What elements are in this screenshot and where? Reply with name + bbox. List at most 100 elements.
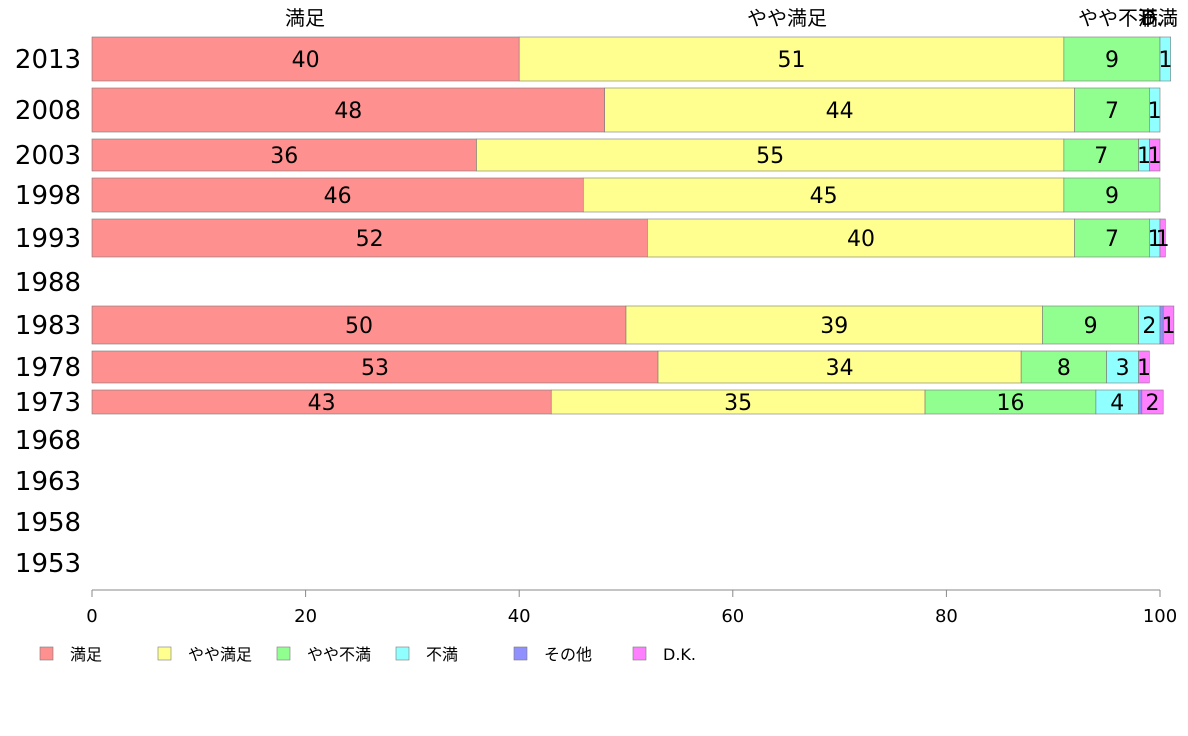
x-tick-label: 40: [508, 606, 531, 627]
data-label: 34: [826, 356, 854, 381]
data-label: 7: [1094, 144, 1108, 169]
bar-segment: [1138, 389, 1143, 415]
data-label: 9: [1105, 184, 1119, 209]
bar-segment: [91, 87, 605, 133]
column-header: 満足: [285, 6, 325, 30]
data-label: 9: [1084, 314, 1098, 339]
bar-segment: [1063, 138, 1139, 172]
category-label: 1983: [15, 311, 81, 341]
legend-label: その他: [544, 645, 592, 664]
bar-segment: [1138, 350, 1150, 384]
data-label: 8: [1057, 356, 1071, 381]
bar-segment: [625, 305, 1043, 345]
legend-swatch: [157, 646, 172, 661]
data-label: 40: [847, 227, 875, 252]
bar-segment: [1042, 305, 1139, 345]
bar-segment: [91, 305, 627, 345]
bar-segment: [1106, 350, 1139, 384]
x-tick-label: 0: [86, 606, 97, 627]
bar-segment: [657, 350, 1022, 384]
x-tick-label: 60: [721, 606, 744, 627]
data-label: 50: [345, 314, 373, 339]
column-header: やや不満: [1078, 6, 1158, 30]
data-label: 4: [1110, 391, 1124, 416]
bar-segment: [1162, 305, 1175, 345]
category-label: 1958: [15, 508, 81, 538]
data-label: 1: [1148, 99, 1162, 124]
category-label: 1998: [15, 181, 81, 211]
data-label: 46: [324, 184, 352, 209]
data-label: 1: [1137, 356, 1151, 381]
legend-swatch: [395, 646, 410, 661]
data-label: 1: [1148, 144, 1162, 169]
legend-label: 満足: [70, 645, 102, 664]
bar-segment: [1020, 350, 1107, 384]
data-label: 1: [1156, 227, 1170, 252]
data-label: 45: [810, 184, 838, 209]
legend-swatch: [39, 646, 54, 661]
legend-label: D.K.: [663, 645, 696, 664]
legend-swatch: [632, 646, 647, 661]
bar-segment: [1159, 218, 1166, 258]
data-label: 1: [1137, 144, 1151, 169]
data-label: 1: [1158, 48, 1172, 73]
x-tick-label: 80: [935, 606, 958, 627]
data-label: 48: [334, 99, 362, 124]
bar-segment: [1149, 87, 1161, 133]
bar-segment: [582, 177, 1065, 213]
data-label: 7: [1105, 227, 1119, 252]
category-label: 1968: [15, 426, 81, 456]
bar-segment: [1063, 177, 1161, 213]
category-label: 2013: [15, 45, 81, 75]
data-label: 36: [270, 144, 298, 169]
bar-segment: [1149, 138, 1161, 172]
category-label: 1963: [15, 467, 81, 497]
bar-segment: [1095, 389, 1139, 415]
legend-label: 不満: [426, 645, 458, 664]
bar-segment: [91, 350, 659, 384]
bar-segment: [1074, 218, 1150, 258]
x-tick-label: 100: [1143, 606, 1177, 627]
column-header: やや満足: [747, 6, 827, 30]
legend-swatch: [276, 646, 291, 661]
bar-segment: [1063, 36, 1161, 82]
data-label: 44: [826, 99, 854, 124]
category-label: 2008: [15, 96, 81, 126]
legend-label: やや満足: [188, 645, 252, 664]
data-label: 1: [1162, 314, 1176, 339]
bar-segment: [604, 87, 1075, 133]
data-label: 43: [308, 391, 336, 416]
data-label: 3: [1116, 356, 1130, 381]
category-label: 1993: [15, 224, 81, 254]
data-label: 53: [361, 356, 389, 381]
data-label: 55: [756, 144, 784, 169]
data-label: 16: [996, 391, 1024, 416]
category-label: 1988: [15, 268, 81, 298]
bar-segment: [1141, 389, 1164, 415]
data-label: 51: [778, 48, 806, 73]
bar-segment: [1074, 87, 1150, 133]
bar-segment: [1159, 36, 1171, 82]
data-label: 9: [1105, 48, 1119, 73]
category-label: 1953: [15, 549, 81, 579]
data-label: 1: [1148, 227, 1162, 252]
column-header: 不満: [1138, 6, 1178, 30]
data-label: 52: [356, 227, 384, 252]
bar-segment: [476, 138, 1065, 172]
bar-segment: [647, 218, 1075, 258]
x-tick-label: 20: [294, 606, 317, 627]
bar-segment: [91, 36, 520, 82]
data-label: 7: [1105, 99, 1119, 124]
data-label: 2: [1146, 391, 1160, 416]
legend-label: やや不満: [307, 645, 371, 664]
bar-segment: [550, 389, 926, 415]
bar-segment: [91, 389, 552, 415]
bar-segment: [91, 218, 648, 258]
data-label: 35: [724, 391, 752, 416]
legend-swatch: [513, 646, 528, 661]
category-label: 2003: [15, 141, 81, 171]
bar-segment: [91, 177, 584, 213]
category-label: 1973: [15, 388, 81, 418]
bar-segment: [924, 389, 1097, 415]
